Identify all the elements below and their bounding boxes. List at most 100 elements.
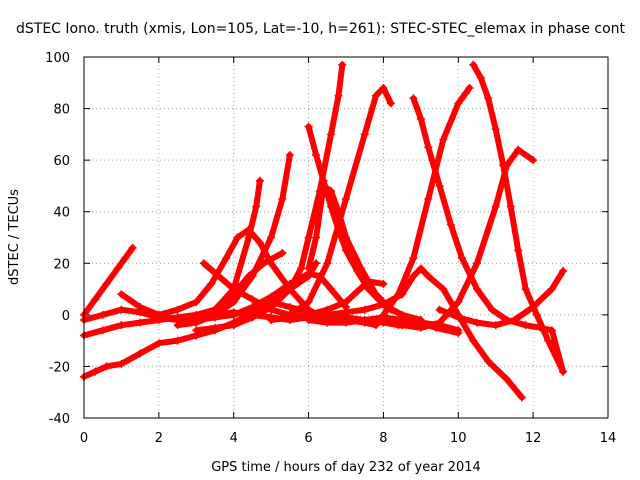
- data-point: [409, 94, 418, 103]
- data-point: [229, 285, 238, 294]
- x-tick-label: 4: [230, 431, 238, 446]
- data-point: [547, 285, 556, 294]
- data-point: [360, 305, 369, 314]
- data-point: [267, 297, 276, 306]
- data-point: [424, 272, 433, 281]
- data-point: [154, 339, 163, 348]
- data-point: [285, 150, 294, 159]
- data-point: [91, 367, 100, 376]
- data-point: [173, 305, 182, 314]
- y-tick-label: 60: [53, 154, 70, 169]
- data-point: [510, 316, 519, 325]
- data-point: [454, 297, 463, 306]
- data-point: [529, 303, 538, 312]
- data-point: [222, 254, 231, 263]
- data-point: [199, 259, 208, 268]
- data-point: [491, 125, 500, 134]
- data-point: [529, 156, 538, 165]
- data-point: [102, 362, 111, 371]
- data-point: [473, 259, 481, 268]
- data-point: [327, 187, 336, 196]
- data-point: [364, 277, 373, 286]
- data-point: [312, 233, 321, 242]
- data-point: [559, 267, 568, 276]
- data-point: [121, 254, 130, 263]
- data-point: [102, 279, 111, 288]
- data-point: [192, 297, 201, 306]
- data-point: [386, 99, 395, 108]
- data-point: [278, 194, 287, 203]
- y-tick-label: 100: [45, 51, 70, 66]
- data-point: [312, 150, 321, 159]
- series-line-16: [305, 265, 525, 401]
- data-point: [297, 264, 306, 273]
- data-point: [338, 60, 347, 69]
- data-point: [379, 83, 388, 92]
- data-point: [211, 323, 219, 332]
- data-point: [487, 305, 496, 314]
- x-tick-label: 10: [450, 431, 467, 446]
- series-line-18: [380, 84, 473, 318]
- data-point: [514, 145, 523, 154]
- data-point: [154, 310, 163, 319]
- data-point: [484, 94, 493, 103]
- data-point: [252, 202, 261, 211]
- data-point: [469, 336, 478, 345]
- data-point: [398, 321, 407, 330]
- data-point: [267, 259, 276, 268]
- data-point: [117, 305, 126, 314]
- data-point: [353, 287, 362, 296]
- data-point: [211, 313, 219, 322]
- series-line-4: [155, 226, 331, 323]
- data-point: [491, 202, 500, 211]
- x-axis-label: GPS time / hours of day 232 of year 2014: [211, 460, 481, 475]
- series-line-0: [81, 244, 136, 318]
- data-point: [323, 259, 332, 268]
- data-point: [304, 122, 313, 131]
- series-line-21: [436, 268, 567, 329]
- data-point: [285, 313, 294, 322]
- chart-title: dSTEC Iono. truth (xmis, Lon=105, Lat=-1…: [16, 21, 626, 37]
- x-tick-label: 0: [80, 431, 88, 446]
- data-point: [435, 318, 444, 327]
- data-point: [192, 316, 201, 325]
- data-point: [476, 73, 485, 82]
- data-point: [439, 135, 448, 144]
- data-point: [514, 246, 523, 255]
- data-point: [409, 272, 418, 281]
- series-line-8: [193, 270, 349, 323]
- data-point: [304, 297, 313, 306]
- series-line-12: [286, 84, 394, 318]
- data-point: [465, 83, 474, 92]
- data-point: [454, 313, 463, 322]
- data-point: [323, 318, 332, 327]
- data-point: [334, 91, 343, 100]
- data-point: [319, 181, 328, 190]
- series-line-5: [118, 177, 263, 323]
- data-point: [113, 264, 122, 273]
- data-point: [342, 308, 350, 317]
- data-point: [342, 297, 350, 306]
- data-point: [371, 91, 380, 100]
- data-point: [360, 130, 369, 139]
- data-point: [435, 305, 444, 314]
- data-point: [473, 318, 481, 327]
- data-point: [229, 321, 238, 330]
- data-point: [435, 181, 444, 190]
- y-tick-label: 20: [53, 257, 70, 272]
- data-point: [98, 326, 107, 335]
- data-point: [416, 114, 425, 123]
- data-point: [379, 300, 388, 309]
- data-point: [342, 318, 350, 327]
- data-point: [248, 272, 257, 281]
- data-point: [229, 310, 238, 319]
- data-point: [424, 194, 433, 203]
- data-point: [327, 130, 336, 139]
- data-point: [559, 367, 568, 376]
- data-point: [248, 313, 257, 322]
- y-tick-label: 80: [53, 103, 70, 118]
- data-point: [454, 99, 463, 108]
- data-point: [521, 321, 530, 330]
- y-tick-label: 0: [62, 309, 70, 324]
